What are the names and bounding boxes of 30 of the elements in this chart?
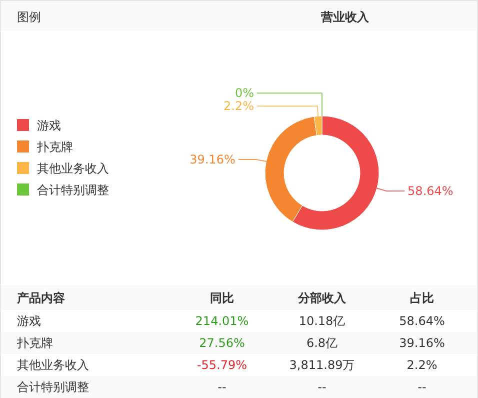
category-label: 合计特别调整 — [17, 380, 89, 394]
text: -- — [318, 380, 326, 394]
data-label: 58.64% — [408, 184, 454, 198]
text: 10.18亿 — [298, 314, 346, 328]
legend-title: 图例 — [17, 10, 41, 24]
text: -- — [418, 380, 426, 394]
category-label: 分部收入 — [297, 291, 347, 305]
legend-label: 其他业务收入 — [37, 162, 109, 176]
text: -- — [218, 380, 226, 394]
text: 39.16% — [399, 336, 445, 350]
text: 0% — [234, 86, 254, 100]
legend-label: 扑克牌 — [36, 140, 73, 154]
text: 27.56% — [199, 336, 245, 350]
text: 6.8亿 — [306, 336, 338, 350]
category-label: 扑克牌 — [17, 336, 53, 350]
category-label: 产品内容 — [16, 291, 65, 305]
category-label: 占比 — [410, 291, 434, 305]
text: 58.64% — [399, 314, 445, 328]
text: 3,811.89万 — [289, 358, 355, 372]
legend-label: 合计特别调整 — [37, 183, 109, 197]
chart-title: 营业收入 — [320, 10, 370, 24]
text: 2.2% — [406, 358, 438, 372]
category-label: 同比 — [210, 291, 234, 305]
text: 214.01% — [195, 314, 249, 328]
category-label: 其他业务收入 — [17, 358, 89, 372]
text: -55.79% — [196, 358, 248, 372]
data-label: 39.16% — [190, 152, 236, 167]
data-label: 2.2% — [224, 99, 254, 114]
category-label: 游戏 — [17, 314, 41, 328]
legend-label: 游戏 — [37, 118, 61, 132]
